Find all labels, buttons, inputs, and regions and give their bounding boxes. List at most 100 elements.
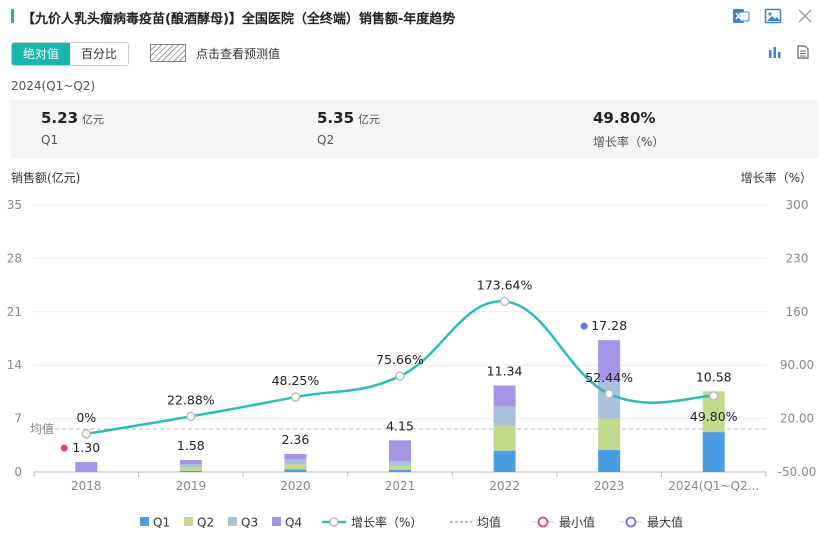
bar-q2 [702, 391, 725, 433]
legend-swatch [329, 517, 339, 527]
bar-q1 [179, 470, 202, 472]
absolute-value-tab[interactable]: 绝对值 [12, 43, 71, 65]
bar-q1 [389, 469, 411, 472]
legend-label[interactable]: 最小值 [559, 515, 595, 530]
growth-point [290, 392, 301, 402]
percentage-tab[interactable]: 百分比 [70, 43, 129, 65]
title-actions [732, 7, 814, 25]
image-icon[interactable] [764, 7, 782, 25]
bar-q4 [179, 459, 202, 464]
bar-q3 [493, 406, 516, 426]
bar-q1 [284, 469, 307, 472]
summary-q2-value: 5.35 [317, 109, 355, 127]
growth-point [81, 429, 92, 439]
y-tick-label: 35 [7, 198, 22, 212]
growth-point [604, 389, 614, 399]
title-accent [11, 9, 14, 23]
summary-q1-unit: 亿元 [82, 113, 105, 126]
growth-label: 49.80% [690, 409, 738, 424]
y2-tick-label: 90.00 [780, 358, 814, 372]
legend-swatch [625, 516, 637, 528]
bar-q2 [493, 425, 516, 451]
legend-label[interactable]: Q2 [197, 516, 214, 530]
forecast-label: 点击查看预测值 [196, 46, 281, 61]
y-tick-label: 21 [7, 305, 22, 319]
y2-axis-title: 增长率（%） [741, 170, 812, 185]
close-icon[interactable] [796, 7, 814, 25]
title-bar: 【九价人乳头瘤病毒疫苗(酿酒酵母)】全国医院（全终端）销售额-年度趋势 [0, 0, 824, 36]
x-tick-label: 2020 [280, 479, 311, 493]
legend-label[interactable]: Q4 [285, 516, 302, 530]
legend-swatch [272, 517, 281, 526]
bar-q4 [493, 385, 516, 407]
bar-total-label: 11.34 [487, 363, 523, 378]
bar-q3 [179, 463, 202, 468]
y-tick-label: 0 [14, 465, 22, 479]
y2-tick-label: 300 [786, 198, 809, 212]
legend-label[interactable]: Q3 [241, 516, 258, 530]
legend-swatch [140, 517, 149, 526]
summary-panel: 5.23 亿元 Q1 5.35 亿元 Q2 49.80% 增长率（%） [11, 100, 819, 158]
growth-point [186, 411, 196, 422]
period-label: 2024(Q1~Q2) [11, 79, 96, 93]
growth-label: 0% [76, 410, 96, 425]
legend-label[interactable]: 增长率（%） [351, 515, 422, 530]
bar-chart-icon[interactable] [768, 45, 782, 59]
summary-q1-label: Q1 [41, 133, 59, 147]
value-mode-toggle: 绝对值 百分比 [11, 42, 130, 66]
bar-q3 [284, 459, 307, 465]
x-tick-label: 2023 [594, 479, 625, 493]
growth-label: 75.66% [376, 352, 424, 367]
summary-q1: 5.23 亿元 Q1 [41, 108, 104, 147]
x-tick-label: 2019 [176, 479, 207, 493]
legend-label[interactable]: 均值 [477, 515, 501, 530]
sales-trend-chart: 销售额(亿元) 增长率（%） 0 7 14 21 28 35 -50.00 20.00 90.00 1… [7, 170, 817, 530]
bar-q3 [389, 461, 411, 466]
growth-point [395, 371, 405, 381]
x-tick-label: 2018 [71, 479, 102, 493]
summary-q2: 5.35 亿元 Q2 [317, 108, 380, 147]
bar-q4 [598, 340, 621, 381]
bar-q4 [389, 440, 411, 462]
legend-label[interactable]: 最大值 [647, 515, 683, 530]
x-tick-label: 2022 [489, 479, 520, 493]
growth-label: 22.88% [167, 392, 215, 407]
y2-tick-label: 160 [786, 305, 809, 319]
summary-q2-unit: 亿元 [358, 113, 381, 126]
growth-point [499, 296, 510, 307]
bar-q1 [598, 449, 621, 472]
growth-label: 173.64% [477, 277, 533, 292]
legend-label[interactable]: Q1 [153, 516, 170, 530]
growth-point [708, 391, 719, 401]
legend-swatch [184, 517, 193, 526]
x-tick-label: 2021 [385, 479, 416, 493]
bar-total-label: 1.58 [177, 438, 205, 453]
bar-total-label: 1.30 [72, 440, 100, 455]
bar-total-label: 2.36 [282, 432, 310, 447]
bar-q2 [179, 467, 202, 471]
growth-label: 48.25% [272, 373, 320, 388]
forecast-hatch-icon [150, 44, 186, 62]
excel-icon[interactable] [732, 7, 750, 25]
legend-swatch [537, 516, 549, 528]
bar-q2 [389, 465, 411, 470]
bar-q4 [284, 453, 307, 460]
y2-tick-label: 230 [786, 251, 809, 265]
summary-growth-label: 增长率（%） [593, 135, 665, 149]
chart-title: 【九价人乳头瘤病毒疫苗(酿酒酵母)】全国医院（全终端）销售额-年度趋势 [22, 12, 456, 27]
y-tick-label: 28 [7, 251, 22, 265]
bar-total-label: 4.15 [386, 418, 414, 433]
bar-q2 [598, 418, 621, 450]
x-tick-label: 2024(Q1~Q2... [668, 479, 759, 493]
table-view-icon[interactable] [796, 45, 810, 59]
y-axis-title: 销售额(亿元) [11, 170, 80, 185]
legend-swatch [228, 517, 237, 526]
forecast-toggle[interactable]: 点击查看预测值 [150, 44, 280, 62]
bar-q1 [702, 432, 725, 472]
bar-total-label: 10.58 [696, 369, 732, 384]
y2-tick-label: 20.00 [780, 412, 814, 426]
bar-total-label: 17.28 [591, 318, 627, 333]
bar-q3 [598, 380, 621, 419]
bar-q4 [75, 462, 98, 472]
summary-growth-value: 49.80% [593, 109, 656, 127]
